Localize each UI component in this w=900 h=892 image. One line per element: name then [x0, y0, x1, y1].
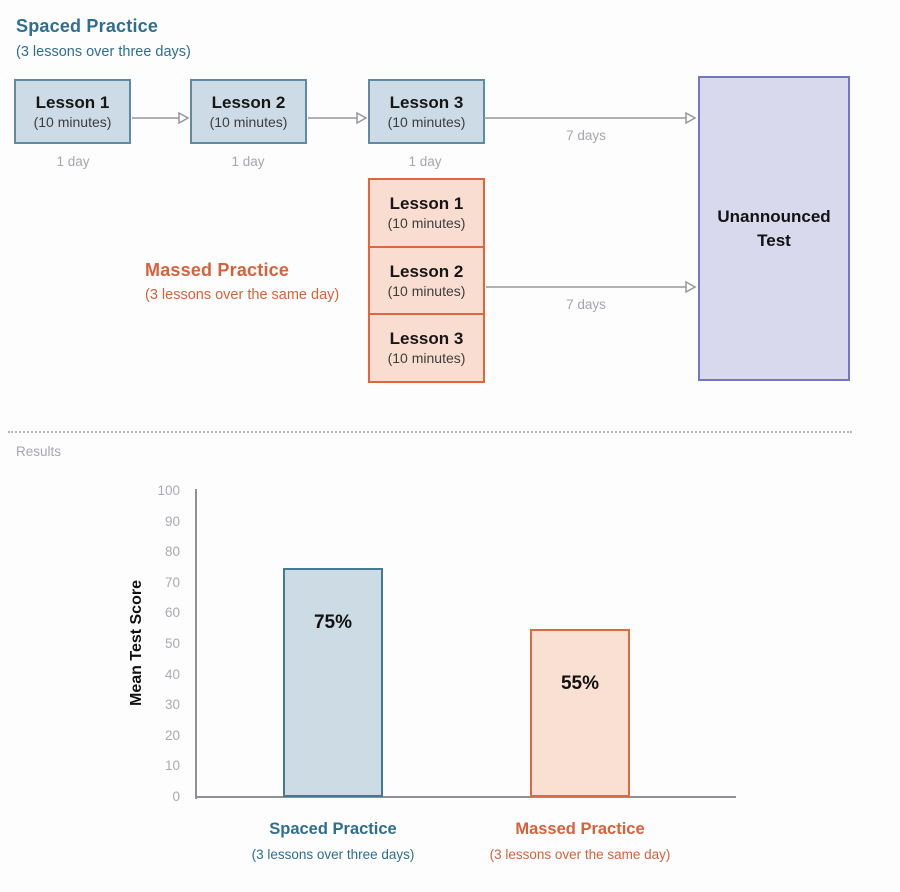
- y-tick-label: 50: [164, 636, 180, 651]
- category-subtitle: (3 lessons over three days): [251, 847, 415, 862]
- bar-value-label: 55%: [560, 672, 600, 694]
- y-tick-label: 30: [164, 697, 180, 713]
- massed-practice-title: Massed Practice: [145, 260, 290, 280]
- x-axis: [195, 796, 736, 798]
- y-axis: [195, 489, 197, 799]
- arrow-right-icon: [486, 280, 697, 294]
- spaced-practice-title: Spaced Practice: [16, 16, 159, 36]
- massed-lesson-stack: Lesson 1 (10 minutes) Lesson 2 (10 minut…: [368, 178, 485, 383]
- lesson-box-spaced-2: Lesson 2 (10 minutes): [190, 79, 307, 144]
- gap-label-7-days: 7 days: [566, 128, 606, 143]
- lesson-title: Lesson 3: [389, 329, 464, 349]
- lesson-duration: (10 minutes): [387, 282, 466, 299]
- lesson-box-massed-2: Lesson 2 (10 minutes): [370, 245, 483, 314]
- category-title: Spaced Practice: [269, 820, 397, 838]
- lesson-title: Lesson 2: [211, 92, 286, 112]
- lesson-box-massed-3: Lesson 3 (10 minutes): [370, 313, 483, 381]
- lesson-title: Lesson 1: [35, 92, 110, 112]
- category-label-spaced: Spaced Practice (3 lessons over three da…: [183, 818, 483, 865]
- lesson-box-spaced-1: Lesson 1 (10 minutes): [14, 79, 131, 144]
- y-tick-label: 20: [164, 727, 180, 743]
- lesson-duration: (10 minutes): [209, 113, 288, 130]
- y-tick-label: 70: [164, 574, 180, 590]
- lesson-title: Lesson 2: [389, 261, 464, 281]
- bar-massed-practice: 55%: [530, 628, 630, 797]
- unannounced-test-label: Unannounced Test: [717, 206, 831, 250]
- y-axis-title: Mean Test Score: [128, 580, 145, 706]
- massed-practice-subtitle: (3 lessons over the same day): [145, 287, 340, 303]
- y-tick-label: 0: [172, 789, 180, 804]
- category-subtitle: (3 lessons over the same day): [489, 847, 671, 862]
- y-tick-label: 100: [157, 483, 180, 498]
- lesson-duration: (10 minutes): [33, 113, 112, 130]
- y-tick-label: 80: [164, 544, 180, 560]
- gap-label-1-day: 1 day: [231, 154, 265, 169]
- bar-value-label: 75%: [313, 611, 353, 633]
- gap-label-7-days: 7 days: [566, 297, 606, 312]
- unannounced-test-box: Unannounced Test: [698, 76, 850, 381]
- results-label: Results: [16, 444, 62, 459]
- bar-spaced-practice: 75%: [283, 567, 383, 797]
- results-divider: [8, 431, 852, 433]
- arrow-right-icon: [484, 111, 697, 125]
- y-tick-label: 10: [164, 758, 180, 774]
- arrow-right-icon: [308, 111, 368, 125]
- lesson-duration: (10 minutes): [387, 350, 466, 367]
- lesson-duration: (10 minutes): [387, 214, 466, 231]
- lesson-box-spaced-3: Lesson 3 (10 minutes): [368, 79, 485, 144]
- y-tick-label: 90: [164, 513, 180, 529]
- gap-label-1-day: 1 day: [56, 154, 90, 169]
- arrow-right-icon: [132, 111, 190, 125]
- lesson-box-massed-1: Lesson 1 (10 minutes): [370, 180, 483, 246]
- category-label-massed: Massed Practice (3 lessons over the same…: [430, 818, 730, 865]
- category-title: Massed Practice: [515, 820, 645, 838]
- lesson-title: Lesson 1: [389, 193, 464, 213]
- lesson-duration: (10 minutes): [387, 113, 466, 130]
- y-tick-label: 40: [164, 666, 180, 682]
- spaced-practice-subtitle: (3 lessons over three days): [16, 44, 191, 60]
- y-tick-label: 60: [164, 605, 180, 621]
- lesson-title: Lesson 3: [389, 92, 464, 112]
- gap-label-1-day: 1 day: [408, 154, 442, 169]
